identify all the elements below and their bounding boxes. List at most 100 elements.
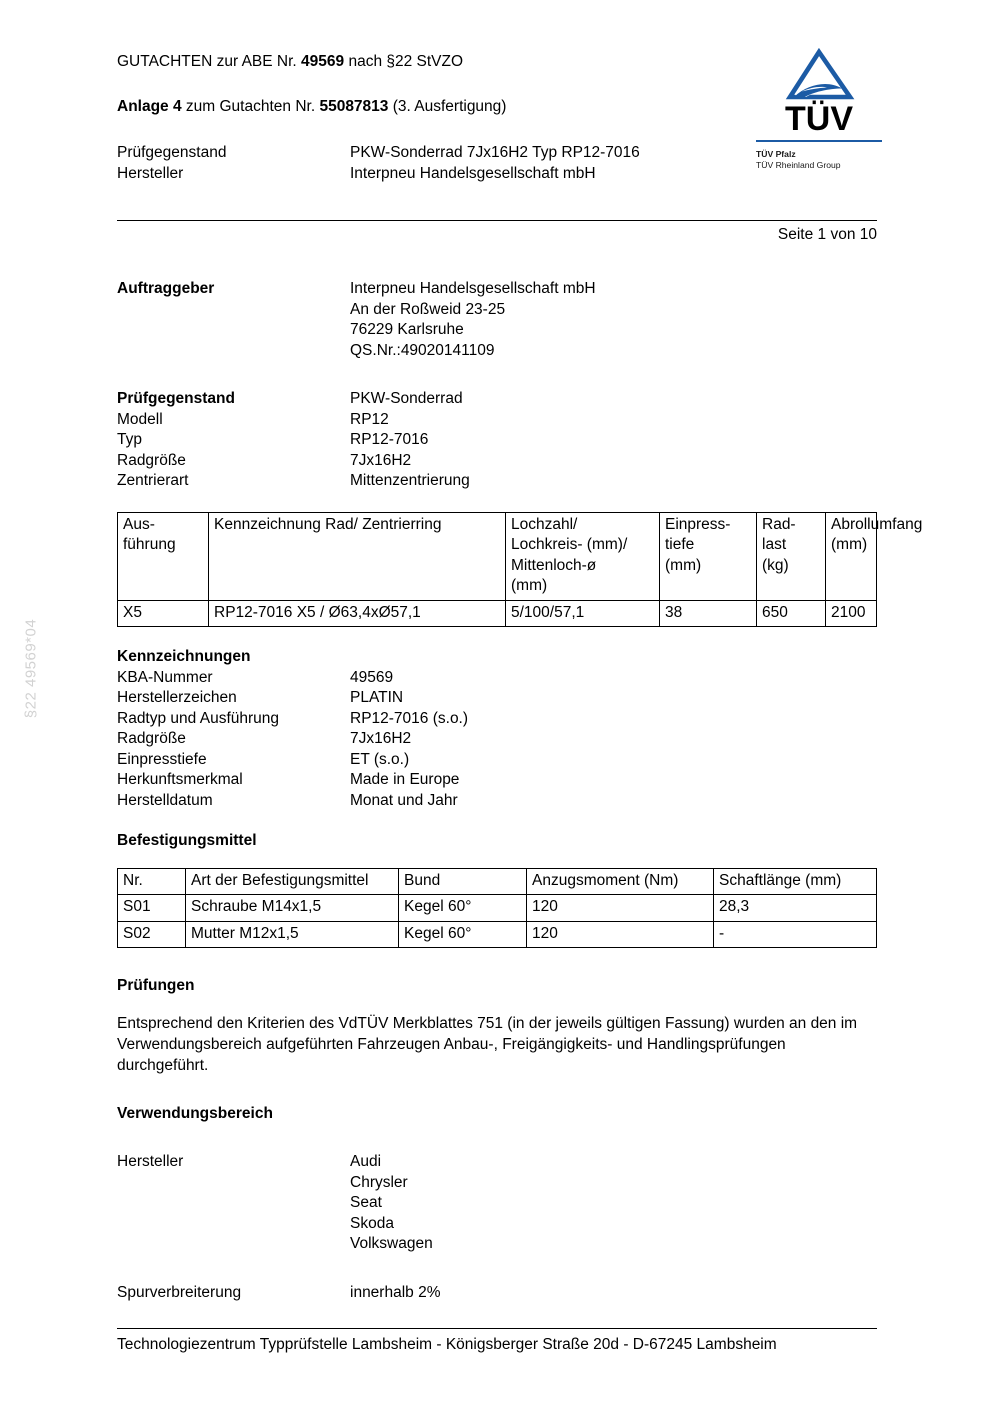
th-lochzahl-l1: Lochzahl/ <box>511 515 578 533</box>
cell-radlast: 650 <box>756 599 826 627</box>
spacer <box>117 627 877 647</box>
auftraggeber-block: Auftraggeber Interpneu Handelsgesellscha… <box>117 279 877 361</box>
table-header-row: Aus- führung Kennzeichnung Rad/ Zentrier… <box>117 511 922 601</box>
th-nr: Nr. <box>117 867 186 895</box>
th-abrollumfang: Abrollumfang (mm) <box>825 511 922 601</box>
kennzeichnungen-label-herstellerzeichen: Herstellerzeichen <box>117 689 237 706</box>
anlage-suffix: (3. Ausfertigung) <box>388 98 507 115</box>
auftraggeber-line-1: Interpneu Handelsgesellschaft mbH <box>350 280 596 297</box>
spurverbreiterung-label: Spurverbreiterung <box>117 1283 242 1301</box>
th-ausfuehrung-l1: Aus- <box>123 515 155 533</box>
pruefgegenstand-row-modell: Modell RP12 <box>117 410 877 431</box>
th-ausfuehrung-l2: führung <box>123 536 176 553</box>
pruefgegenstand-label-zentrierart: Zentrierart <box>117 472 189 489</box>
kennzeichnungen-value-herkunft: Made in Europe <box>350 771 460 788</box>
th-kennzeichnung: Kennzeichnung Rad/ Zentrierring <box>208 511 506 601</box>
auftraggeber-row-4: QS.Nr.:49020141109 <box>117 341 877 362</box>
hersteller-item-audi: Audi <box>350 1153 382 1170</box>
footer-address: Technologiezentrum Typprüfstelle Lambshe… <box>117 1336 777 1353</box>
kennzeichnungen-label-radgroesse: Radgröße <box>117 730 186 747</box>
kennzeichnungen-row-radtyp: Radtyp und Ausführung RP12-7016 (s.o.) <box>117 709 877 730</box>
pruefgegenstand-row-typ: Typ RP12-7016 <box>117 430 877 451</box>
auftraggeber-row-2: An der Roßweid 23-25 <box>117 300 877 321</box>
pruefgegenstand-heading-value: PKW-Sonderrad <box>350 390 463 407</box>
kennzeichnungen-label-herstelldatum: Herstelldatum <box>117 791 213 809</box>
cell-schaft-s01: 28,3 <box>713 894 877 922</box>
cell-moment-s01: 120 <box>526 894 714 922</box>
th-schaftlaenge: Schaftlänge (mm) <box>713 867 877 895</box>
auftraggeber-spacer-4 <box>117 341 350 362</box>
header-label-pruefgegenstand: Prüfgegenstand <box>117 144 227 161</box>
verwendungsbereich-row-4: Skoda <box>117 1214 877 1235</box>
th-einpresstiefe-l3: (mm) <box>665 556 702 574</box>
margin-stamp: §22 49569*04 <box>22 618 40 719</box>
spacer <box>117 1076 877 1104</box>
abe-number: 49569 <box>301 53 345 70</box>
kennzeichnungen-heading: Kennzeichnungen <box>117 648 251 665</box>
spacer <box>117 492 877 512</box>
pruefgegenstand-value-zentrierart: Mittenzentrierung <box>350 472 470 489</box>
tuv-logo: TÜV TÜV Pfalz TÜV Rheinland Group <box>756 48 882 170</box>
spurverbreiterung-row: Spurverbreiterung innerhalb 2% <box>117 1283 877 1304</box>
pruefungen-heading: Prüfungen <box>117 977 195 994</box>
header-label-hersteller: Hersteller <box>117 164 184 182</box>
tuv-triangle-icon <box>785 48 855 100</box>
spacer <box>117 1124 877 1152</box>
cell-art-s02: Mutter M12x1,5 <box>185 920 399 948</box>
kennzeichnungen-row-herstellerzeichen: Herstellerzeichen PLATIN <box>117 688 877 709</box>
pruefgegenstand-row-radgroesse: Radgröße 7Jx16H2 <box>117 451 877 472</box>
pruefungen-paragraph: Entsprechend den Kriterien des VdTÜV Mer… <box>117 1014 858 1074</box>
pruefgegenstand-label-modell: Modell <box>117 410 163 428</box>
th-bund: Bund <box>398 867 527 895</box>
th-abrollumfang-l1: Abrollumfang <box>831 515 923 533</box>
gutachten-prefix: GUTACHTEN zur ABE Nr. <box>117 53 302 70</box>
verwendungsbereich-spacer-3 <box>117 1193 350 1214</box>
spacer <box>117 1255 877 1283</box>
spacer <box>117 948 877 976</box>
th-art: Art der Befestigungsmittel <box>185 867 399 895</box>
logo-subtitle: TÜV Pfalz TÜV Rheinland Group <box>756 149 882 170</box>
th-lochzahl-l4: (mm) <box>511 577 548 594</box>
header-row-pruefgegenstand: Prüfgegenstand PKW-Sonderrad 7Jx16H2 Typ… <box>117 143 877 164</box>
logo-subtitle-line2: TÜV Rheinland Group <box>756 159 841 170</box>
auftraggeber-line-4: QS.Nr.:49020141109 <box>350 341 495 359</box>
cell-nr-s02: S02 <box>117 920 186 948</box>
befestigungsmittel-heading: Befestigungsmittel <box>117 832 257 849</box>
header-divider-rule <box>117 220 877 221</box>
kennzeichnungen-label-herkunft: Herkunftsmerkmal <box>117 771 243 788</box>
tuv-wordmark: TÜV <box>785 100 853 138</box>
gutachten-number: 55087813 <box>319 98 389 115</box>
auftraggeber-line-2: An der Roßweid 23-25 <box>350 300 506 318</box>
pruefgegenstand-label-typ: Typ <box>117 431 142 448</box>
th-radlast-l2: last <box>762 536 787 553</box>
logo-subtitle-line1: TÜV Pfalz <box>756 149 796 160</box>
header-value-hersteller: Interpneu Handelsgesellschaft mbH <box>350 164 596 182</box>
verwendungsbereich-heading: Verwendungsbereich <box>117 1104 273 1122</box>
pruefgegenstand-heading: Prüfgegenstand <box>117 390 235 407</box>
page-indicator: Seite 1 von 10 <box>777 226 877 243</box>
table-header-row: Nr. Art der Befestigungsmittel Bund Anzu… <box>117 867 877 895</box>
verwendungsbereich-row-3: Seat <box>117 1193 877 1214</box>
cell-schaft-s02: - <box>713 920 877 948</box>
cell-bund-s02: Kegel 60° <box>398 920 527 948</box>
verwendungsbereich-row-2: Chrysler <box>117 1173 877 1194</box>
spacer <box>117 811 877 831</box>
cell-lochzahl: 5/100/57,1 <box>505 599 660 627</box>
page-footer: Technologiezentrum Typprüfstelle Lambshe… <box>117 1328 877 1355</box>
th-lochzahl-l3: Mittenloch-ø <box>511 556 597 574</box>
pruefgegenstand-value-radgroesse: 7Jx16H2 <box>350 451 412 469</box>
th-radlast-l3: (kg) <box>762 556 789 574</box>
verwendungsbereich-row-5: Volkswagen <box>117 1234 877 1255</box>
content-column: GUTACHTEN zur ABE Nr. 49569 nach §22 StV… <box>117 0 922 1304</box>
kennzeichnungen-label-kba: KBA-Nummer <box>117 668 213 686</box>
spacer <box>117 245 877 279</box>
header-value-pruefgegenstand: PKW-Sonderrad 7Jx16H2 Typ RP12-7016 <box>350 144 640 161</box>
cell-moment-s02: 120 <box>526 920 714 948</box>
pruefgegenstand-block: Prüfgegenstand PKW-Sonderrad Modell RP12… <box>117 389 877 492</box>
anlage-line: Anlage 4 zum Gutachten Nr. 55087813 (3. … <box>117 72 877 117</box>
kennzeichnungen-row-herkunft: Herkunftsmerkmal Made in Europe <box>117 770 877 791</box>
wheel-specification-table: Aus- führung Kennzeichnung Rad/ Zentrier… <box>117 511 922 628</box>
kennzeichnungen-value-herstelldatum: Monat und Jahr <box>350 791 458 809</box>
th-abrollumfang-l2: (mm) <box>831 536 868 553</box>
